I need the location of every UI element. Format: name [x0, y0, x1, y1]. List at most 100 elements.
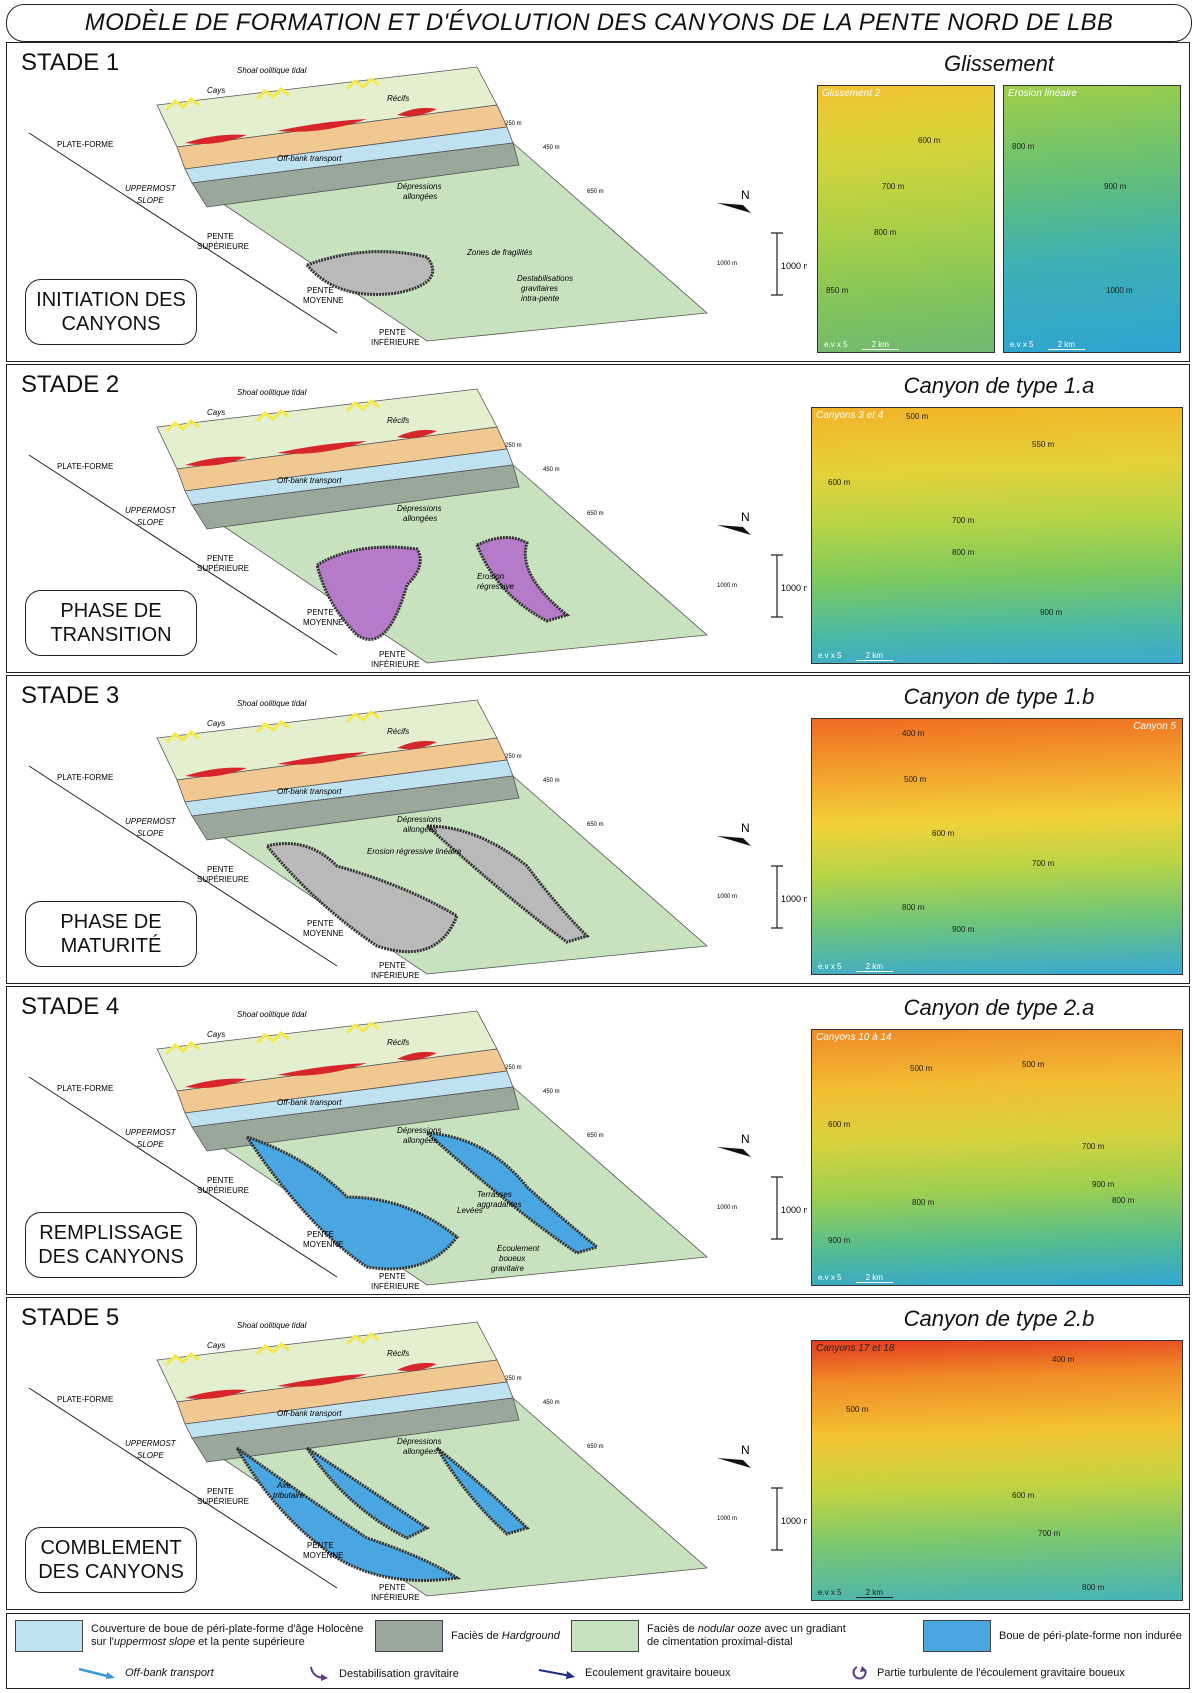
- offbank-arrow-icon: [78, 1667, 115, 1679]
- contour-label: 800 m: [902, 903, 925, 912]
- annotation-label: Ecoulement: [497, 1244, 540, 1253]
- hardground-band: [191, 1086, 520, 1152]
- contour-label: 800 m: [912, 1198, 935, 1207]
- label-north: N: [741, 1443, 750, 1457]
- annotation-label: Zones de fragilités: [466, 248, 532, 257]
- label-off-bank: Off-bank transport: [277, 1409, 342, 1418]
- hardground-band: [191, 775, 520, 841]
- legend-item-hardground: Faciès de Hardground: [375, 1620, 560, 1652]
- label-scale-1000: 1000 m: [781, 1516, 807, 1526]
- label-1000m: 1000 m: [717, 894, 737, 900]
- reef-shape: [185, 1389, 247, 1399]
- label-650m: 650 m: [587, 511, 604, 517]
- label-650m: 650 m: [587, 1133, 604, 1139]
- contour-label: 900 m: [828, 1236, 851, 1245]
- reef-shape: [185, 767, 247, 777]
- contour-label: 900 m: [1092, 1180, 1115, 1189]
- label-plate-forme: PLATE-FORME: [57, 140, 113, 149]
- label-uppermost: UPPERMOST: [125, 506, 177, 515]
- contour-label: 600 m: [828, 478, 851, 487]
- phase-line: TRANSITION: [50, 624, 172, 646]
- label-cays: Cays: [207, 1030, 225, 1039]
- label-pente-sup-2: SUPÉRIEURE: [197, 1497, 249, 1506]
- reef-shape: [185, 134, 247, 144]
- phase-box: PHASE DE TRANSITION: [25, 590, 197, 656]
- legend-turbulent: Partie turbulente de l'écoulement gravit…: [851, 1664, 1125, 1682]
- canyon-depression: [475, 536, 571, 623]
- scale-bar-km: 2 km: [861, 340, 899, 350]
- label-pente-moy-2: MOYENNE: [303, 618, 343, 627]
- stage-label: STADE 2: [21, 371, 120, 398]
- label-pente-inf-2: INFÉRIEURE: [371, 660, 419, 669]
- label-north: N: [741, 188, 750, 202]
- destab-arrow-icon: [310, 1666, 328, 1681]
- reef-shape: [185, 1078, 247, 1088]
- contour-label: 700 m: [952, 516, 975, 525]
- photo-title: Glissement: [943, 51, 1055, 76]
- photo-title: Canyon de type 1.a: [903, 373, 1095, 398]
- label-650m: 650 m: [587, 822, 604, 828]
- stage-label: STADE 5: [21, 1304, 120, 1331]
- annotation-label: Axe: [276, 1481, 291, 1490]
- label-pente-sup-2: SUPÉRIEURE: [197, 875, 249, 884]
- label-scale-1000: 1000 m: [781, 894, 807, 904]
- reef-shape: [397, 429, 437, 439]
- label-recifs: Récifs: [387, 1038, 409, 1047]
- reef-shape: [277, 1374, 367, 1387]
- label-pente-inf: PENTE: [379, 1272, 406, 1281]
- map-scale: e.v x 5 2 km: [818, 1588, 893, 1598]
- distance-axis: [28, 1076, 338, 1278]
- annotation-label: régressive: [477, 582, 514, 591]
- map-scale: e.v x 5 2 km: [818, 651, 893, 661]
- stage-panel-3: STADE 3 Shoal oolitique tidal Cays Récifs PL…: [6, 675, 1190, 984]
- label-pente-moy-2: MOYENNE: [303, 296, 343, 305]
- stage-label: STADE 3: [21, 682, 120, 709]
- legend-flow: Ecoulement gravitaire boueux: [537, 1666, 731, 1680]
- canyon-depression: [315, 545, 422, 641]
- annotation-label: Destabilisations: [517, 274, 573, 283]
- vertical-scale-bar: [771, 554, 783, 618]
- canyon-depression: [426, 824, 590, 944]
- distance-axis: [28, 1387, 338, 1589]
- label-pente-inf: PENTE: [379, 961, 406, 970]
- map-tag: Canyons 10 à 14: [816, 1032, 892, 1043]
- contour-label: 500 m: [910, 1064, 933, 1073]
- vertical-scale-bar: [771, 865, 783, 929]
- block-diagram: Shoal oolitique tidal Cays Récifs PLATE-FOR…: [28, 388, 807, 669]
- photo-title: Canyon de type 1.b: [903, 684, 1095, 709]
- label-pente-moy: PENTE: [307, 608, 334, 617]
- label-recifs: Récifs: [387, 416, 409, 425]
- map-tag: Canyons 17 et 18: [816, 1343, 895, 1354]
- label-shoal: Shoal oolitique tidal: [237, 66, 307, 75]
- label-depressions: Dépressions: [397, 182, 441, 191]
- label-pente-inf-2: INFÉRIEURE: [371, 971, 419, 980]
- vertical-scale-bar: [771, 1176, 783, 1240]
- bathymetry-map: Glissement 2 600 m 700 m 800 m 850 m e.v x 5 2…: [817, 85, 995, 353]
- distance-axis: [28, 765, 338, 967]
- label-pente-moy-2: MOYENNE: [303, 1240, 343, 1249]
- stage-panel-5: STADE 5 Shoal oolitique tidal Cays Récifs PL…: [6, 1297, 1190, 1610]
- label-north: N: [741, 510, 750, 524]
- contour-label: 700 m: [1032, 859, 1055, 868]
- label-recifs: Récifs: [387, 1349, 409, 1358]
- label-pente-inf: PENTE: [379, 328, 406, 337]
- phase-box: REMPLISSAGE DES CANYONS: [25, 1212, 197, 1278]
- oolitic-shoal: [165, 399, 380, 433]
- label-pente-moy: PENTE: [307, 919, 334, 928]
- annotation-label: Terrasses: [477, 1190, 512, 1199]
- annotation-label: gravitaires: [521, 284, 558, 293]
- annotation-label: Levées: [457, 1206, 483, 1215]
- phase-line: PHASE DE: [60, 911, 162, 933]
- photo-title: Canyon de type 2.b: [903, 1306, 1095, 1331]
- map-tag: Canyon 5: [1133, 721, 1176, 732]
- reef-shape: [397, 1051, 437, 1061]
- photo-title: Canyon de type 2.a: [903, 995, 1095, 1020]
- oolitic-shoal: [165, 77, 380, 111]
- label-pente-sup: PENTE: [207, 1176, 234, 1185]
- label-plate-forme: PLATE-FORME: [57, 1084, 113, 1093]
- reef-shape: [397, 107, 437, 117]
- map-scale: e.v x 5 2 km: [818, 1273, 893, 1283]
- vertical-exaggeration: e.v x 5: [818, 1273, 842, 1282]
- north-arrow-icon: [717, 836, 751, 846]
- north-arrow-icon: [717, 525, 751, 535]
